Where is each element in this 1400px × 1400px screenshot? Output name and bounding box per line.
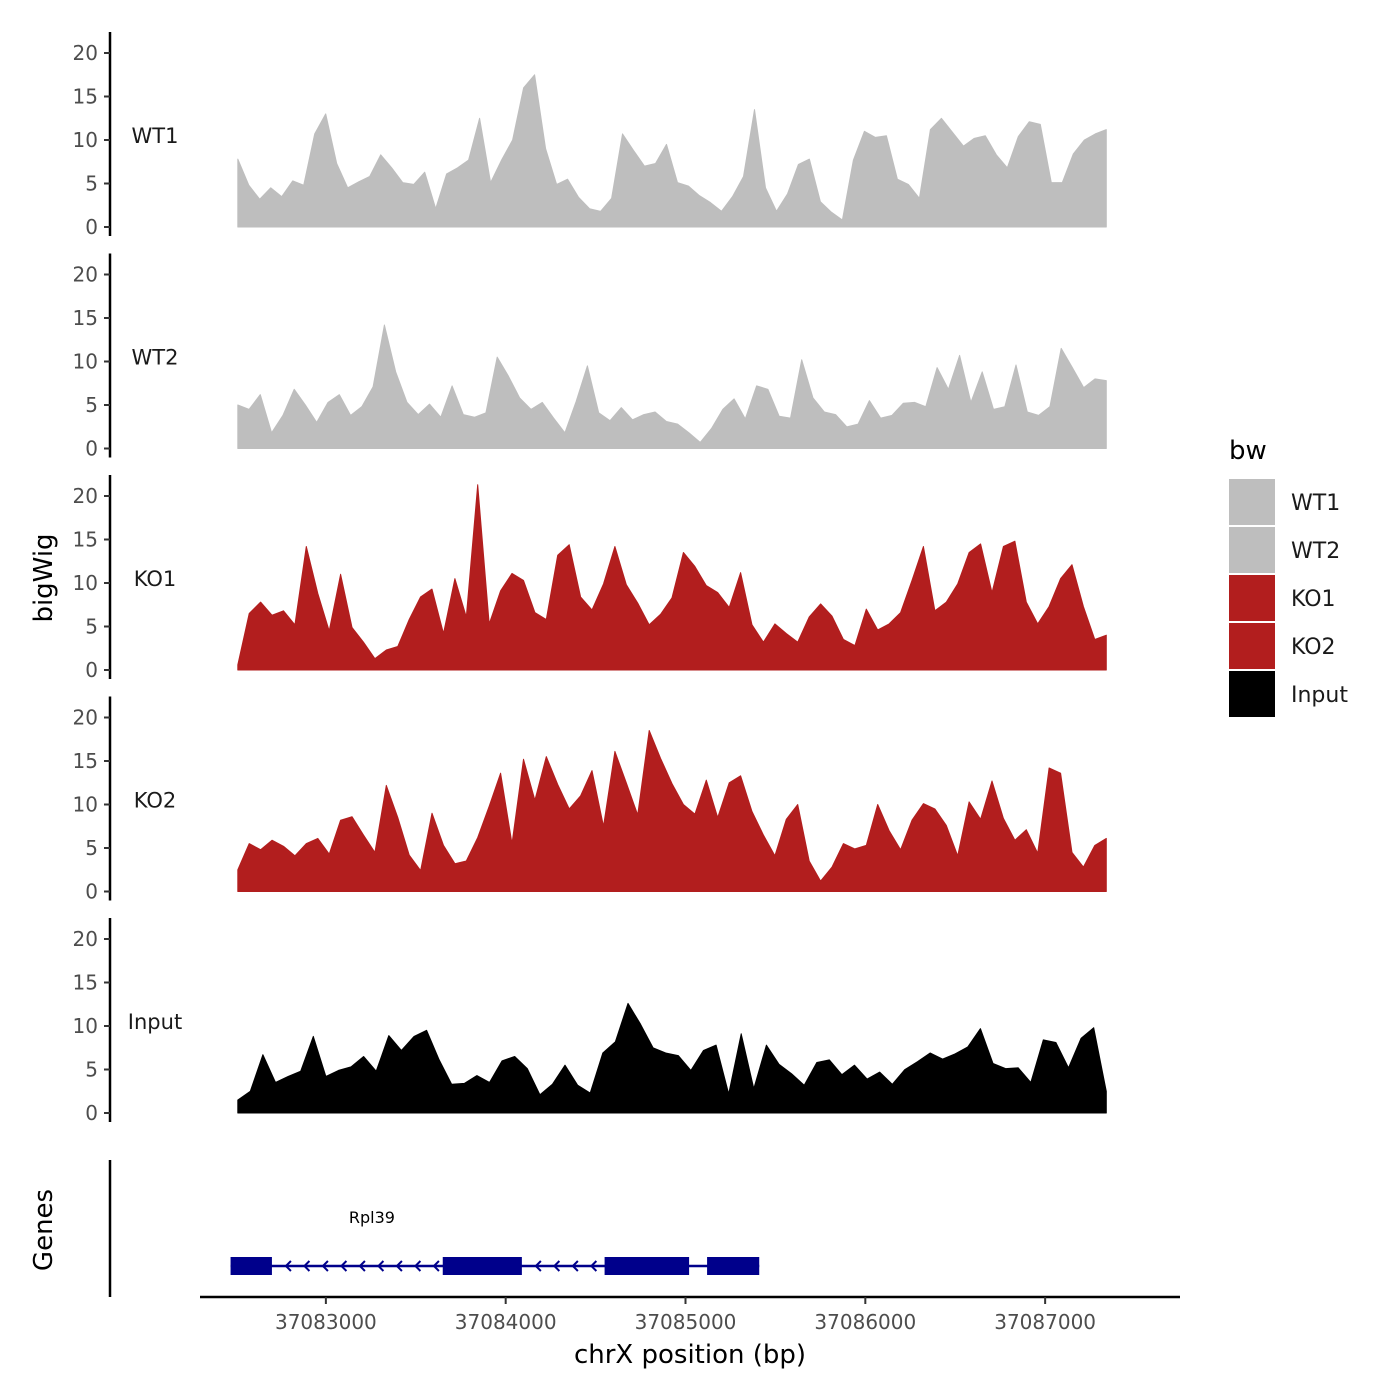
y-axis-title: bigWig: [29, 533, 59, 622]
track-panels: 0 5 10 15 20 WT1 0 5 10 15 20 WT2 0 5 10 15 20 KO1 0 5 10 15 2…: [73, 32, 1107, 1125]
legend-key-ko2: [1229, 623, 1275, 669]
gene-exon: [707, 1257, 760, 1275]
y-tick-label: 10: [73, 793, 98, 817]
y-tick-label: 15: [73, 528, 98, 552]
y-tick-label: 15: [73, 971, 98, 995]
track-label-wt2: WT2: [132, 346, 179, 370]
x-tick-label: 37083000: [275, 1310, 377, 1334]
x-axis-title: chrX position (bp): [574, 1340, 806, 1370]
track-panel-wt2: 0 5 10 15 20 WT2: [73, 253, 1107, 461]
strand-arrow: [534, 1260, 542, 1272]
area-input: [237, 1002, 1107, 1114]
y-tick-label: 10: [73, 1014, 98, 1038]
strand-arrow: [321, 1260, 329, 1272]
track-panel-ko2: 0 5 10 15 20 KO2: [73, 696, 1107, 904]
x-tick-label: 37084000: [455, 1310, 557, 1334]
legend-label-wt2: WT2: [1291, 539, 1340, 564]
y-tick-label: 20: [73, 706, 98, 730]
track-label-ko2: KO2: [134, 789, 177, 813]
y-tick-label: 5: [85, 393, 98, 417]
area-ko2: [237, 730, 1107, 892]
track-panel-ko1: 0 5 10 15 20 KO1: [73, 475, 1107, 682]
strand-arrow: [340, 1260, 348, 1272]
legend-label-wt1: WT1: [1291, 491, 1340, 516]
legend-key-input: [1229, 671, 1275, 717]
strand-arrow: [589, 1260, 598, 1272]
area-wt1: [237, 74, 1107, 228]
legend-label-input: Input: [1291, 683, 1348, 708]
y-tick-label: 20: [73, 263, 98, 287]
strand-arrow: [432, 1260, 440, 1272]
legend-label-ko2: KO2: [1291, 635, 1336, 660]
gene-exon: [230, 1257, 272, 1275]
strand-arrow: [284, 1260, 292, 1272]
y-tick-label: 5: [85, 172, 98, 196]
gene-name-label: Rpl39: [349, 1208, 395, 1227]
strand-arrow: [395, 1260, 403, 1272]
x-tick-label: 37086000: [814, 1310, 916, 1334]
strand-arrow: [571, 1260, 579, 1272]
legend-title: bw: [1229, 436, 1267, 466]
x-tick-label: 37087000: [994, 1310, 1096, 1334]
y-tick-label: 0: [85, 437, 98, 461]
strand-arrow: [552, 1260, 561, 1272]
y-tick-label: 10: [73, 128, 98, 152]
track-label-wt1: WT1: [132, 124, 179, 148]
x-axis: 37083000 37084000 37085000 37086000 37087000: [200, 1295, 1180, 1334]
track-label-input: Input: [128, 1010, 182, 1034]
y-tick-label: 0: [85, 1101, 98, 1125]
legend-key-ko1: [1229, 575, 1275, 621]
track-label-ko1: KO1: [134, 567, 177, 591]
strand-arrow: [414, 1260, 422, 1272]
y-tick-label: 15: [73, 85, 98, 109]
y-tick-label: 15: [73, 749, 98, 773]
strand-arrow: [303, 1260, 311, 1272]
area-wt2: [237, 324, 1107, 449]
legend-key-wt1: [1229, 479, 1275, 525]
y-tick-label: 5: [85, 615, 98, 639]
gene-track-title: Genes: [29, 1189, 59, 1271]
y-tick-label: 10: [73, 571, 98, 595]
y-tick-label: 0: [85, 880, 98, 904]
y-tick-label: 5: [85, 1058, 98, 1082]
y-tick-label: 0: [85, 658, 98, 682]
strand-arrow: [358, 1260, 366, 1272]
y-tick-label: 10: [73, 350, 98, 374]
y-tick-label: 5: [85, 836, 98, 860]
track-panel-wt1: 0 5 10 15 20 WT1: [73, 32, 1107, 239]
gene-track: Rpl39: [108, 1160, 760, 1297]
strand-arrow: [377, 1260, 385, 1272]
legend-label-ko1: KO1: [1291, 587, 1336, 612]
y-tick-label: 20: [73, 484, 98, 508]
legend: bw WT1 WT2 KO1 KO2 Input: [1229, 436, 1348, 717]
legend-key-wt2: [1229, 527, 1275, 573]
x-tick-label: 37085000: [635, 1310, 737, 1334]
y-tick-label: 20: [73, 927, 98, 951]
gene-exon: [604, 1257, 690, 1275]
area-ko1: [237, 484, 1107, 671]
y-tick-label: 15: [73, 306, 98, 330]
y-tick-label: 20: [73, 41, 98, 65]
y-tick-label: 0: [85, 215, 98, 239]
track-panel-input: 0 5 10 15 20 Input: [73, 918, 1107, 1125]
gene-exon: [442, 1257, 522, 1275]
